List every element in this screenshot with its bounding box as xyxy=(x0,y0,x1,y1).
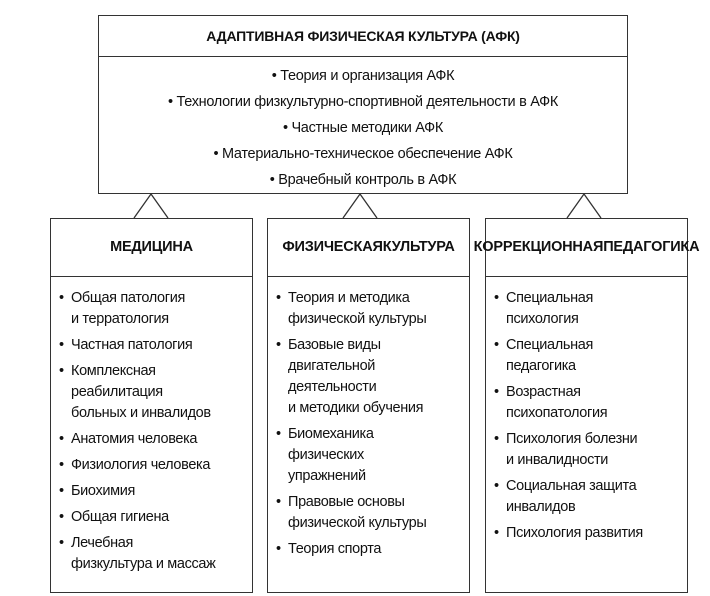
afk-item: • Материально-техническое обеспечение АФ… xyxy=(213,146,513,162)
box-items: • Общая патология и терратология • Частная п… xyxy=(51,277,252,575)
item-line: Психология болезни xyxy=(506,431,638,447)
physical-culture-box: ФИЗИЧЕСКАЯ КУЛЬТУРА • Теория и методика физи… xyxy=(267,218,470,593)
box-title-line: ПЕДАГОГИКА xyxy=(603,239,700,255)
bullet-icon: • xyxy=(276,337,281,353)
item-line: Биохимия xyxy=(71,483,135,499)
box-title: МЕДИЦИНА xyxy=(51,219,252,277)
bullet-icon: • xyxy=(494,290,499,306)
item-line: физической культуры xyxy=(288,515,427,531)
item-line: психология xyxy=(506,311,579,327)
bullet-icon: • xyxy=(494,384,499,400)
item-line: больных и инвалидов xyxy=(71,405,211,421)
list-item: • Базовые виды двигательной деятельности и м… xyxy=(276,335,469,419)
afk-item: • Теория и организация АФК xyxy=(271,68,455,84)
afk-items: • Теория и организация АФК • Технологии … xyxy=(99,57,627,193)
list-item: • Социальная защита инвалидов xyxy=(494,476,687,518)
box-title: ФИЗИЧЕСКАЯ КУЛЬТУРА xyxy=(268,219,469,277)
bullet-icon: • xyxy=(59,535,64,551)
correction-pedagogy-box: КОРРЕКЦИОННАЯ ПЕДАГОГИКА • Специальная психо… xyxy=(474,218,700,593)
item-line: физкультура и массаж xyxy=(71,556,216,572)
bullet-icon: • xyxy=(494,431,499,447)
item-line: упражнений xyxy=(288,468,366,484)
item-line: и методики обучения xyxy=(288,400,424,416)
afk-item: • Частные методики АФК xyxy=(282,120,444,136)
afk-title: АДАПТИВНАЯ ФИЗИЧЕСКАЯ КУЛЬТУРА (АФК) xyxy=(99,16,627,57)
connector-correction-pedagogy xyxy=(566,192,602,219)
item-line: Общая гигиена xyxy=(71,509,169,525)
bullet-icon: • xyxy=(59,509,64,525)
item-line: Физиология человека xyxy=(71,457,211,473)
item-line: Психология развития xyxy=(506,525,643,541)
bullet-icon: • xyxy=(59,457,64,473)
bullet-icon: • xyxy=(276,426,281,442)
item-line: Правовые основы xyxy=(288,494,405,510)
item-line: инвалидов xyxy=(506,499,576,515)
list-item: • Общая гигиена xyxy=(59,507,252,528)
item-line: физических xyxy=(288,447,364,463)
item-line: Частная патология xyxy=(71,337,193,353)
box-title-line: ФИЗИЧЕСКАЯ xyxy=(282,239,383,255)
list-item: • Частная патология xyxy=(59,335,252,356)
item-line: Лечебная xyxy=(71,535,133,551)
item-line: Социальная защита xyxy=(506,478,637,494)
afk-item: • Врачебный контроль в АФК xyxy=(269,172,457,188)
bullet-icon: • xyxy=(59,431,64,447)
list-item: • Психология болезни и инвалидности xyxy=(494,429,687,471)
item-line: физической культуры xyxy=(288,311,427,327)
item-line: деятельности xyxy=(288,379,377,395)
list-item: • Комплексная реабилитация больных и инвали… xyxy=(59,361,252,424)
box-title-line: КУЛЬТУРА xyxy=(382,239,455,255)
list-item: • Биохимия xyxy=(59,481,252,502)
item-line: и инвалидности xyxy=(506,452,609,468)
bullet-icon: • xyxy=(59,483,64,499)
list-item: • Физиология человека xyxy=(59,455,252,476)
item-line: Комплексная xyxy=(71,363,156,379)
bullet-icon: • xyxy=(276,290,281,306)
box-items: • Специальная психология • Специальная педаго… xyxy=(486,277,687,544)
item-line: двигательной xyxy=(288,358,376,374)
bullet-icon: • xyxy=(59,337,64,353)
item-line: Возрастная xyxy=(506,384,581,400)
list-item: • Анатомия человека xyxy=(59,429,252,450)
item-line: Анатомия человека xyxy=(71,431,198,447)
item-line: реабилитация xyxy=(71,384,163,400)
box-title-line: МЕДИЦИНА xyxy=(110,239,193,255)
list-item: • Биомеханика физических упражнений xyxy=(276,424,469,487)
connector-medicine xyxy=(133,192,169,219)
bullet-icon: • xyxy=(276,494,281,510)
list-item: • Лечебная физкультура и массаж xyxy=(59,533,252,575)
item-line: психопатология xyxy=(506,405,608,421)
connector-physical-culture xyxy=(342,192,378,219)
bullet-icon: • xyxy=(494,525,499,541)
bullet-icon: • xyxy=(59,290,64,306)
item-line: Общая патология xyxy=(71,290,185,306)
list-item: • Психология развития xyxy=(494,523,687,544)
item-line: и терратология xyxy=(71,311,169,327)
item-line: Биомеханика xyxy=(288,426,374,442)
item-line: педагогика xyxy=(506,358,576,374)
list-item: • Специальная педагогика xyxy=(494,335,687,377)
item-line: Базовые виды xyxy=(288,337,381,353)
bullet-icon: • xyxy=(59,363,64,379)
item-line: Специальная xyxy=(506,337,593,353)
list-item: • Возрастная психопатология xyxy=(494,382,687,424)
box-title: КОРРЕКЦИОННАЯ ПЕДАГОГИКА xyxy=(474,219,700,277)
box-title-line: КОРРЕКЦИОННАЯ xyxy=(473,239,604,255)
list-item: • Специальная психология xyxy=(494,288,687,330)
bullet-icon: • xyxy=(276,541,281,557)
item-line: Теория и методика xyxy=(288,290,410,306)
bullet-icon: • xyxy=(494,337,499,353)
item-line: Специальная xyxy=(506,290,593,306)
afk-item: • Технологии физкультурно-спортивной дея… xyxy=(168,94,558,110)
afk-main-box: АДАПТИВНАЯ ФИЗИЧЕСКАЯ КУЛЬТУРА (АФК) • Т… xyxy=(98,15,628,194)
list-item: • Общая патология и терратология xyxy=(59,288,252,330)
bullet-icon: • xyxy=(494,478,499,494)
list-item: • Правовые основы физической культуры xyxy=(276,492,469,534)
medicine-box: МЕДИЦИНА • Общая патология и терратология • Ч… xyxy=(50,218,253,593)
box-items: • Теория и методика физической культуры • Ба… xyxy=(268,277,469,560)
list-item: • Теория и методика физической культуры xyxy=(276,288,469,330)
item-line: Теория спорта xyxy=(288,541,382,557)
list-item: • Теория спорта xyxy=(276,539,469,560)
